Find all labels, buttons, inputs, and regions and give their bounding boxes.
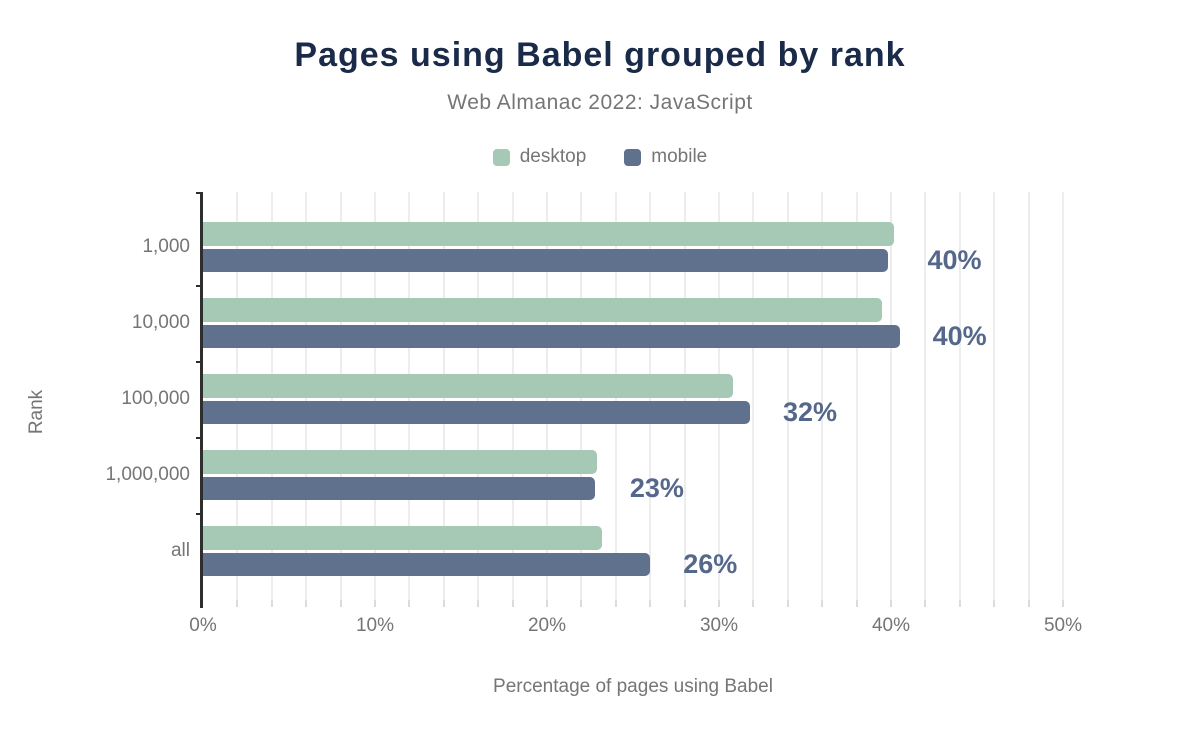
value-label: 26% bbox=[683, 549, 738, 580]
y-axis-tick bbox=[196, 437, 203, 439]
category-label: 1,000,000 bbox=[105, 464, 190, 485]
x-minor-tick bbox=[546, 600, 548, 607]
legend-swatch-mobile bbox=[624, 148, 642, 166]
x-minor-tick bbox=[752, 600, 755, 607]
x-minor-tick bbox=[511, 600, 514, 607]
x-minor-tick bbox=[374, 600, 376, 607]
value-label: 23% bbox=[629, 473, 684, 504]
value-label: 32% bbox=[782, 397, 837, 428]
bar-desktop bbox=[203, 374, 733, 398]
x-tick-label: 20% bbox=[527, 615, 567, 636]
x-tick-label: 10% bbox=[355, 615, 395, 636]
x-minor-tick bbox=[270, 600, 273, 607]
x-minor-tick bbox=[718, 600, 720, 607]
legend-label-mobile: mobile bbox=[651, 146, 708, 167]
gridline bbox=[958, 192, 961, 600]
x-minor-tick bbox=[580, 600, 583, 607]
chart-title: Pages using Babel grouped by rank bbox=[294, 36, 906, 74]
x-minor-tick bbox=[1027, 600, 1030, 607]
gridline bbox=[786, 192, 789, 600]
y-axis-tick bbox=[196, 513, 203, 515]
legend-swatch-desktop bbox=[492, 148, 510, 166]
bar-desktop bbox=[203, 298, 883, 322]
value-label: 40% bbox=[932, 321, 987, 352]
gridline bbox=[993, 192, 996, 600]
gridline bbox=[752, 192, 755, 600]
bar-desktop bbox=[203, 450, 597, 474]
category-label: all bbox=[170, 540, 190, 561]
gridline bbox=[1062, 192, 1064, 600]
x-minor-tick bbox=[477, 600, 480, 607]
legend-label-desktop: desktop bbox=[519, 146, 587, 167]
x-tick-label: 30% bbox=[699, 615, 739, 636]
category-label: 100,000 bbox=[121, 388, 190, 409]
x-minor-tick bbox=[442, 600, 445, 607]
bar-mobile bbox=[203, 248, 888, 272]
x-minor-tick bbox=[305, 600, 308, 607]
gridline bbox=[924, 192, 927, 600]
bar-desktop bbox=[203, 222, 895, 246]
x-minor-tick bbox=[821, 600, 824, 607]
legend-item-desktop: desktop bbox=[492, 146, 587, 168]
chart-subtitle: Web Almanac 2022: JavaScript bbox=[447, 91, 753, 114]
category-label: 1,000 bbox=[142, 236, 190, 257]
x-minor-tick bbox=[958, 600, 961, 607]
x-minor-tick bbox=[236, 600, 239, 607]
legend: desktop mobile bbox=[0, 146, 1200, 168]
x-tick-label: 40% bbox=[871, 615, 911, 636]
x-minor-tick bbox=[890, 600, 892, 607]
gridline bbox=[890, 192, 892, 600]
gridline bbox=[855, 192, 858, 600]
bar-mobile bbox=[203, 552, 651, 576]
y-axis-tick bbox=[196, 285, 203, 287]
bar-mobile bbox=[203, 476, 596, 500]
category-label: 10,000 bbox=[131, 312, 190, 333]
y-axis-tick bbox=[196, 361, 203, 363]
bar-mobile bbox=[203, 324, 900, 348]
x-tick-label: 50% bbox=[1043, 615, 1083, 636]
x-minor-tick bbox=[993, 600, 996, 607]
y-axis-tick bbox=[196, 192, 203, 194]
gridline bbox=[821, 192, 824, 600]
x-tick-label: 0% bbox=[189, 615, 217, 636]
x-minor-tick bbox=[339, 600, 342, 607]
x-minor-tick bbox=[408, 600, 411, 607]
x-minor-tick bbox=[614, 600, 617, 607]
x-minor-tick bbox=[786, 600, 789, 607]
gridline bbox=[1027, 192, 1030, 600]
legend-item-mobile: mobile bbox=[624, 146, 707, 168]
bar-desktop bbox=[203, 526, 603, 550]
value-label: 40% bbox=[927, 245, 982, 276]
x-minor-tick bbox=[1062, 600, 1064, 607]
bar-mobile bbox=[203, 400, 750, 424]
x-axis-title: Percentage of pages using Babel bbox=[493, 676, 773, 697]
x-minor-tick bbox=[683, 600, 686, 607]
x-minor-tick bbox=[855, 600, 858, 607]
y-axis-line bbox=[200, 192, 203, 608]
x-minor-tick bbox=[924, 600, 927, 607]
x-minor-tick bbox=[649, 600, 652, 607]
